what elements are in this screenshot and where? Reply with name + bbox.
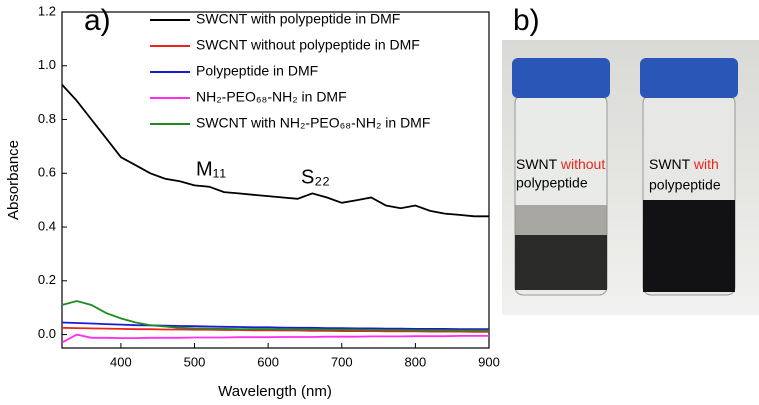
legend-label: SWCNT with polypeptide in DMF: [196, 11, 400, 27]
x-tick-label: 800: [405, 354, 427, 369]
vial-liquid: [515, 205, 607, 235]
vial-label: polypeptide: [516, 175, 588, 191]
series-line: [61, 333, 489, 344]
x-axis-title: Wavelength (nm): [218, 383, 332, 400]
vial-cap: [640, 58, 738, 98]
photo: b) SWNT without polypeptide SWNT with po…: [502, 4, 759, 315]
y-tick-label: 0.6: [38, 165, 56, 180]
panel-label: b): [513, 4, 540, 37]
legend-label: SWCNT without polypeptide in DMF: [196, 37, 420, 53]
vial-cap: [512, 58, 610, 98]
x-tick-label: 900: [478, 354, 500, 369]
x-tick-label: 400: [110, 354, 132, 369]
peak-label: M₁₁: [196, 158, 226, 180]
vial-label-highlight: with: [693, 156, 719, 172]
y-tick-label: 1.2: [38, 3, 56, 18]
plot-frame: [61, 11, 490, 349]
vial-label-prefix: SWNT: [516, 156, 558, 172]
y-tick-label: 0.8: [38, 111, 56, 126]
legend-label: NH₂-PEO₆₈-NH₂ in DMF: [196, 89, 347, 105]
vial-liquid: [643, 200, 735, 292]
x-tick-label: 700: [331, 354, 353, 369]
y-axis-title: Absorbance: [5, 140, 22, 220]
vial-label-prefix: SWNT: [649, 156, 691, 172]
panel-label: a): [84, 4, 111, 37]
x-tick-label: 500: [184, 354, 206, 369]
series-line: [61, 326, 489, 333]
series-line: [61, 83, 489, 218]
vial-label-highlight: without: [560, 156, 605, 172]
x-tick-label: 600: [257, 354, 279, 369]
vial-label: polypeptide: [649, 177, 721, 193]
legend-label: Polypeptide in DMF: [196, 63, 318, 79]
vial-label: SWNT with: [649, 156, 719, 172]
y-tick-label: 1.0: [38, 57, 56, 72]
y-tick-label: 0.0: [38, 326, 56, 341]
vial-label: SWNT without: [516, 156, 605, 172]
legend-label: SWCNT with NH₂-PEO₆₈-NH₂ in DMF: [196, 115, 430, 131]
peak-label: S₂₂: [301, 166, 330, 188]
vial-sediment: [515, 235, 607, 290]
y-tick-label: 0.2: [38, 272, 56, 287]
series-line: [61, 300, 489, 332]
series-line: [61, 321, 489, 331]
y-tick-label: 0.4: [38, 218, 56, 233]
